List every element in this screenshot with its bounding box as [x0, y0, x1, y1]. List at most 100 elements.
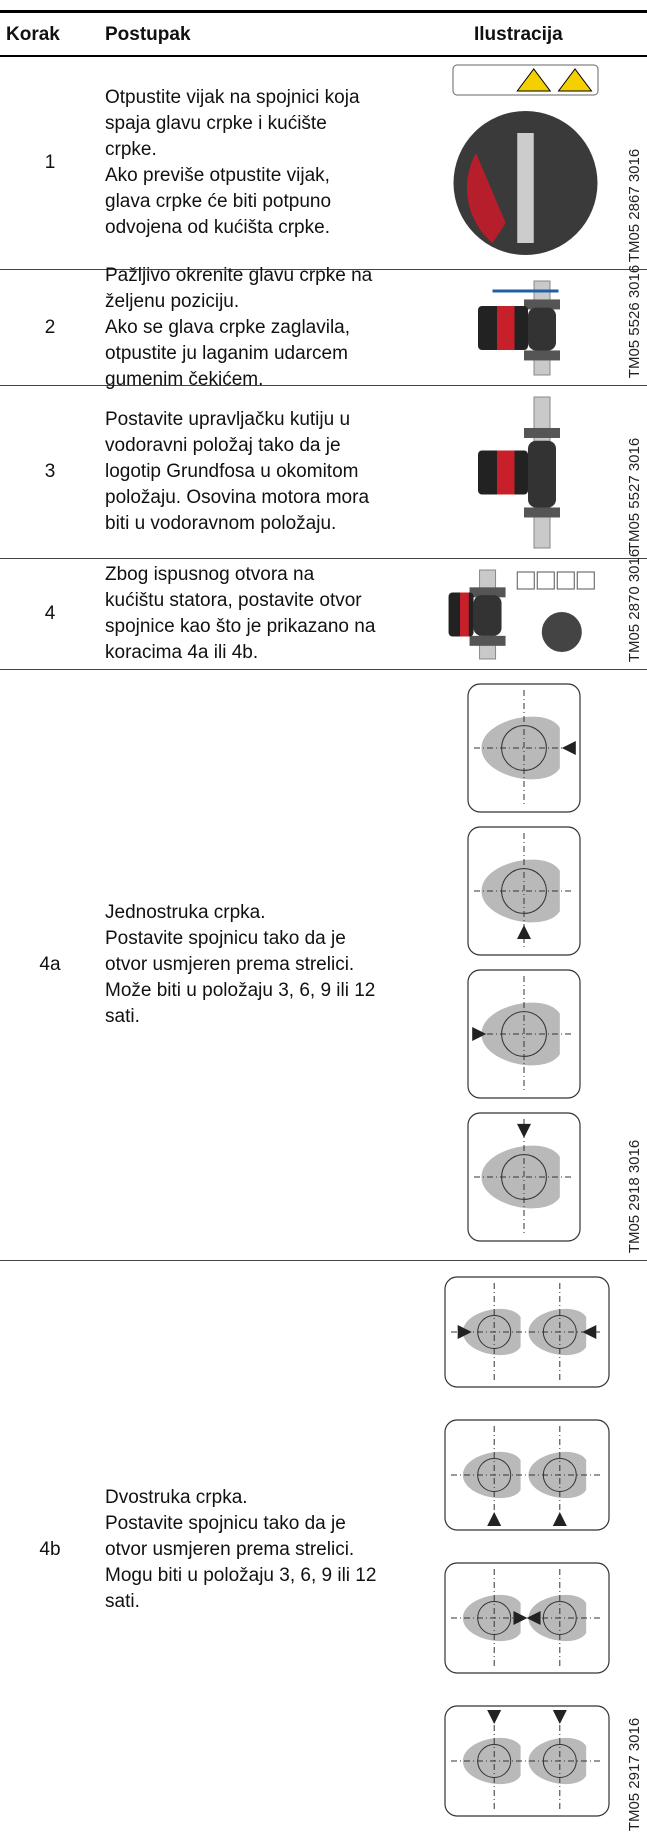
warning-sign	[516, 68, 552, 92]
text-line: biti u vodoravnom položaju.	[105, 513, 337, 534]
illustration	[478, 280, 560, 376]
text-line: Ako se glava crpke zaglavila,	[105, 316, 351, 338]
text-line: spaja glavu crpke i kućište	[105, 112, 327, 134]
text-line: Ako previše otpustite vijak,	[105, 164, 330, 186]
coupling	[517, 133, 534, 243]
pump-housing	[473, 595, 502, 636]
coupling-diagram	[444, 1419, 610, 1531]
text-line: Dvostruka crpka.	[105, 1487, 248, 1508]
arrow	[517, 924, 531, 939]
table-row: 1 Otpustite vijak na spojnici koja spaja g…	[0, 56, 647, 270]
step-text: Dvostruka crpka. Postavite spojnicu tako …	[105, 1261, 435, 1839]
pump-drawing	[448, 569, 506, 660]
arrow	[487, 1710, 502, 1724]
coupling-diagram	[467, 1112, 581, 1242]
text-line: Otpustite vijak na spojnici koja	[105, 86, 360, 108]
step-text: Jednostruka crpka. Postavite spojnicu tak…	[105, 670, 435, 1260]
arrow	[457, 1325, 472, 1339]
text-line: spojnice kao što je prikazano na	[105, 616, 376, 637]
figure-code: TM05 2917 3016	[625, 1717, 643, 1832]
step-number: 3	[44, 461, 56, 482]
flange	[524, 427, 560, 438]
text-line: Može biti u položaju 3, 6, 9 ili 12	[105, 980, 376, 1001]
coupling-diagram	[467, 683, 581, 813]
pump-housing	[528, 440, 556, 508]
column-header: Korak	[6, 24, 60, 45]
text-line: sati.	[105, 1006, 140, 1027]
text-line: Zbog ispusnog otvora na	[105, 564, 315, 585]
detail-photo	[541, 611, 582, 652]
text-line: Postavite spojnicu tako da je	[105, 928, 346, 949]
diagram-frame	[444, 1419, 610, 1531]
illustration	[467, 683, 581, 1242]
text-line: vodoravni položaj tako da je	[105, 435, 341, 456]
column-header: Ilustracija	[474, 24, 563, 45]
coupling-diagram	[467, 826, 581, 956]
table-row: 3 Postavite upravljačku kutiju u vodoravni…	[0, 386, 647, 559]
coupling-diagram	[444, 1276, 610, 1388]
illustration	[478, 396, 560, 549]
arrow	[472, 1027, 487, 1041]
coupling-diagram	[467, 969, 581, 1099]
table-row: 4b Dvostruka crpka. Postavite spojnicu tak…	[0, 1261, 647, 1839]
table-header: Korak Postupak Ilustracija	[0, 13, 647, 57]
illustration	[444, 1276, 610, 1817]
step-number: 4b	[39, 1539, 61, 1560]
flange	[469, 587, 506, 598]
text-line: gumenim čekićem.	[105, 368, 264, 390]
flange	[524, 507, 560, 518]
top-rule	[0, 10, 647, 13]
flange	[524, 299, 560, 310]
figure-code: TM05 2870 3016	[625, 548, 643, 663]
text-line: željenu poziciju.	[105, 290, 240, 312]
text-line: otvor usmjeren prema strelici.	[105, 1539, 355, 1560]
text-line: Postavite spojnicu tako da je	[105, 1513, 346, 1534]
flange	[469, 635, 506, 646]
text-line: Mogu biti u položaju 3, 6, 9 ili 12	[105, 1565, 377, 1586]
text-line: sati.	[105, 1591, 140, 1612]
step-text: Pažljivo okrenite glavu crpke na željenu …	[105, 265, 435, 390]
figure-code: TM05 5526 3016	[625, 264, 643, 379]
column-header: Postupak	[105, 24, 191, 45]
text-line: Postavite upravljačku kutiju u	[105, 409, 351, 430]
figure-code: TM05 2867 3016	[625, 148, 643, 263]
arrow	[552, 1710, 567, 1724]
illustration	[452, 64, 599, 255]
figure-code: TM05 2918 3016	[625, 1139, 643, 1254]
text-line: glava crpke će biti potpuno	[105, 190, 332, 212]
position-icon	[556, 571, 575, 590]
step-number: 1	[44, 151, 56, 173]
coupling-diagram	[444, 1562, 610, 1674]
diagram-frame	[444, 1276, 610, 1388]
warning-sign	[557, 68, 593, 92]
coupling-diagram	[444, 1705, 610, 1817]
step-number: 4a	[39, 954, 61, 975]
pump-drawing	[478, 396, 560, 549]
step-text: Postavite upravljačku kutiju u vodoravni …	[105, 386, 435, 558]
table-row: 2 Pažljivo okrenite glavu crpke na željenu…	[0, 265, 647, 390]
position-icon	[516, 571, 535, 590]
pump-housing	[528, 307, 556, 351]
arrow	[517, 1123, 531, 1138]
text-line: crpke.	[105, 138, 157, 160]
step-text: Zbog ispusnog otvora na kućištu statora, …	[105, 559, 435, 669]
flange	[524, 350, 560, 361]
position-icon	[576, 571, 595, 590]
text-line: otvor usmjeren prema strelici.	[105, 954, 355, 975]
text-line: Jednostruka crpka.	[105, 902, 266, 923]
arrow	[513, 1611, 528, 1625]
text-line: logotip Grundfosa u okomitom	[105, 461, 359, 482]
motor-band	[460, 592, 469, 637]
pump-drawing	[478, 280, 560, 376]
arrow	[561, 741, 576, 755]
text-line: Pažljivo okrenite glavu crpke na	[105, 264, 373, 286]
diagram-frame	[444, 1705, 610, 1817]
text-line: otpustite ju laganim udarcem	[105, 342, 348, 364]
arrow	[526, 1611, 541, 1625]
pump-photo-red	[466, 153, 506, 243]
motor-band	[497, 306, 515, 350]
illustration	[448, 569, 595, 660]
position-icon	[536, 571, 555, 590]
arrow	[552, 1512, 567, 1526]
